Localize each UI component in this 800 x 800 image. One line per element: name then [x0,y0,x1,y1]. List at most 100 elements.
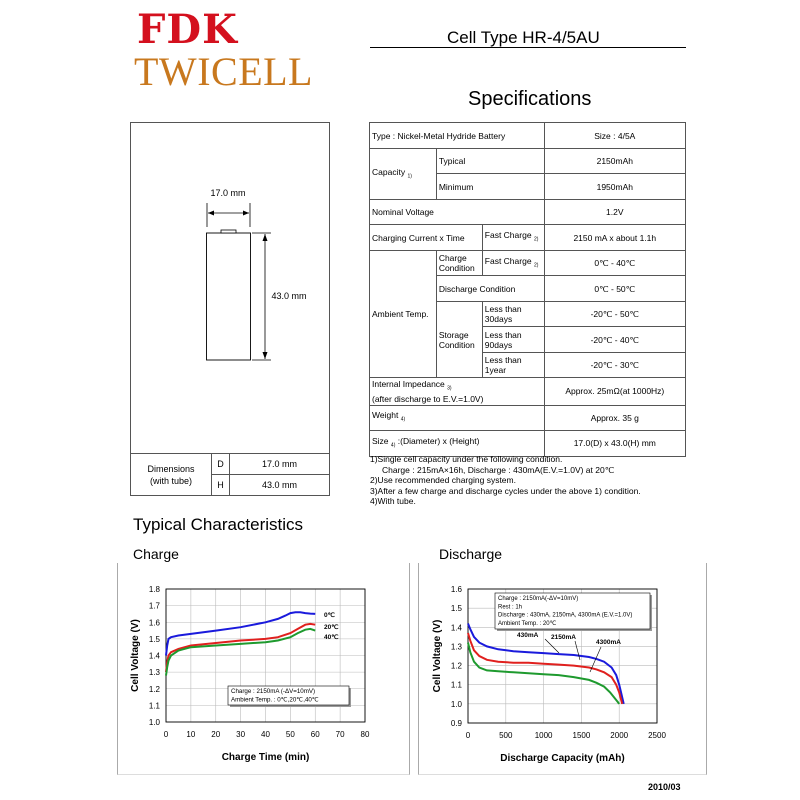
charge-series-label: 40℃ [324,633,339,641]
discharge-chart-frame [418,563,707,775]
spec-storage-condition: Storage Condition [435,301,483,378]
charge-series-label: 0℃ [324,611,336,619]
discharge-series-label-leader [544,638,560,654]
discharge-series-line [467,623,625,705]
footnote: 3)After a few charge and discharge cycle… [370,485,641,496]
discharge-chart: 0.9 1.0 1.1 1.2 1.3 1.4 1.5 1.6 0 500 1000 1500 2000… [432,585,666,764]
footnote: Charge : 215mA×16h, Discharge : 430mA(E.… [382,464,615,475]
discharge-series-label-leader [589,646,602,673]
discharge-ytick-label: 1.2 [451,662,463,671]
spec-charge-temp: 0℃ - 40℃ [543,250,687,276]
discharge-legend-text: Discharge : 430mA, 2150mA, 4300mA (E.V.=… [498,613,632,619]
charge-series-line [165,611,316,656]
specifications-title: Specifications [468,88,592,110]
charge-xtick-label: 20 [211,730,220,739]
specifications-table: Type : Nickel-Metal Hydride Battery Size… [369,122,687,457]
spec-nominal-voltage-value: 1.2V [543,199,687,225]
footnote: 4)With tube. [370,496,416,506]
discharge-ytick-label: 1.5 [451,604,463,613]
spec-capacity-minimum-value: 1950mAh [543,173,687,200]
typical-characteristics-title: Typical Characteristics [133,515,304,534]
discharge-series-line [467,632,624,705]
spec-impedance-value: Approx. 25mΩ(at 1000Hz) [543,377,687,406]
dimension-drawing-box: 17.0 mm 43.0 mm [130,122,330,454]
spec-capacity-typical-value: 2150mAh [543,148,687,174]
cell-type-title: Cell Type HR-4/5AU [447,28,600,47]
spec-storage-period: Less than 30days [481,301,545,327]
charge-xtick-label: 50 [286,730,295,739]
charge-series-line [165,627,316,676]
charge-xtick-label: 60 [311,730,320,739]
brand-logo-twicell: TWICELL [134,49,313,94]
spec-charging-label: Charging Current x Time [369,224,483,251]
spec-fast-charge: Fast Charge 2) [481,224,545,251]
dimensions-value-h: 43.0 mm [229,474,330,496]
document-date: 2010/03 [648,782,681,792]
charge-chart-frame [117,563,410,775]
footnote: 2)Use recommended charging system. [370,475,516,485]
charge-ytick-label: 1.0 [149,718,161,727]
charge-y-axis-title: Cell Voltage (V) [130,619,141,692]
charge-xtick-label: 10 [186,730,195,739]
discharge-section-title: Discharge [439,546,503,562]
charge-legend-box [227,685,350,706]
discharge-ytick-label: 1.3 [451,642,463,651]
discharge-x-axis-title: Discharge Capacity (mAh) [500,753,624,764]
charge-ytick-label: 1.4 [149,652,161,661]
width-dimension-label: 17.0 mm [210,188,245,198]
spec-charging-value: 2150 mA x about 1.1h [543,224,687,251]
spec-internal-impedance: Internal Impedance 3) (after discharge to… [369,377,545,406]
cell-type-underline [370,47,686,48]
spec-storage-temp: -20℃ - 40℃ [543,326,687,353]
discharge-series-label: 4300mA [596,639,621,646]
charge-series-line [165,622,316,673]
discharge-xtick-label: 2000 [610,731,628,740]
discharge-ytick-label: 1.4 [451,623,463,632]
discharge-legend-text: Charge : 2150mA(-ΔV=10mV) [498,596,578,602]
charge-xtick-label: 40 [261,730,270,739]
discharge-legend-box [494,592,651,630]
charge-legend-text: Ambient Temp. : 0℃,20℃,40℃ [231,696,319,703]
discharge-ytick-label: 1.1 [451,681,463,690]
charge-chart: 1.0 1.1 1.2 1.3 1.4 1.5 1.6 1.7 1.8 0 10 20 30 40 50 60… [130,585,370,763]
charge-legend-text: Charge : 2150mA (-ΔV=10mV) [231,688,315,695]
height-dimension-label: 43.0 mm [271,291,306,301]
brand-logo-fdk: FDK [137,6,238,53]
charge-xtick-label: 70 [336,730,345,739]
charge-xtick-label: 0 [164,730,169,739]
charge-ytick-label: 1.6 [149,618,161,627]
discharge-ytick-label: 0.9 [451,719,463,728]
discharge-series-label: 430mA [517,632,539,639]
spec-discharge-condition: Discharge Condition [435,275,545,302]
discharge-xtick-label: 2500 [648,731,666,740]
battery-drawing: 17.0 mm 43.0 mm [206,188,307,361]
charge-ytick-label: 1.1 [149,701,161,710]
spec-size-dimensions: Size 4) :(Diameter) x (Height) [369,429,545,457]
charge-ytick-label: 1.7 [149,602,161,611]
discharge-legend-text: Rest : 1h [498,604,522,610]
spec-charge-fast: Fast Charge 2) [481,250,545,276]
discharge-series-label: 2150mA [551,634,576,641]
discharge-xtick-label: 500 [499,731,513,740]
discharge-ytick-label: 1.0 [451,700,463,709]
spec-weight-value: Approx. 35 g [543,404,687,431]
spec-nominal-voltage: Nominal Voltage [369,199,545,225]
spec-storage-temp: -20℃ - 30℃ [543,352,687,378]
charge-section-title: Charge [133,546,179,562]
charge-ytick-label: 1.5 [149,635,161,644]
discharge-legend-text: Ambient Temp. : 20℃ [498,621,557,627]
discharge-xtick-label: 1000 [535,731,553,740]
spec-footnotes: 1)Single cell capacity under the followi… [370,454,700,507]
discharge-xtick-label: 1500 [573,731,591,740]
charge-x-axis-title: Charge Time (min) [222,752,310,763]
discharge-plot-area [467,588,658,724]
spec-discharge-temp: 0℃ - 50℃ [543,275,687,302]
footnote: 1)Single cell capacity under the followi… [370,454,563,464]
charge-ytick-label: 1.3 [149,668,161,677]
dimensions-table-label: Dimensions (with tube) [130,453,212,496]
charge-ytick-label: 1.8 [149,585,161,594]
dimensions-table: Dimensions (with tube) D 17.0 mm H 43.0 … [130,453,330,496]
discharge-y-axis-title: Cell Voltage (V) [432,620,443,693]
charge-xtick-label: 30 [236,730,245,739]
